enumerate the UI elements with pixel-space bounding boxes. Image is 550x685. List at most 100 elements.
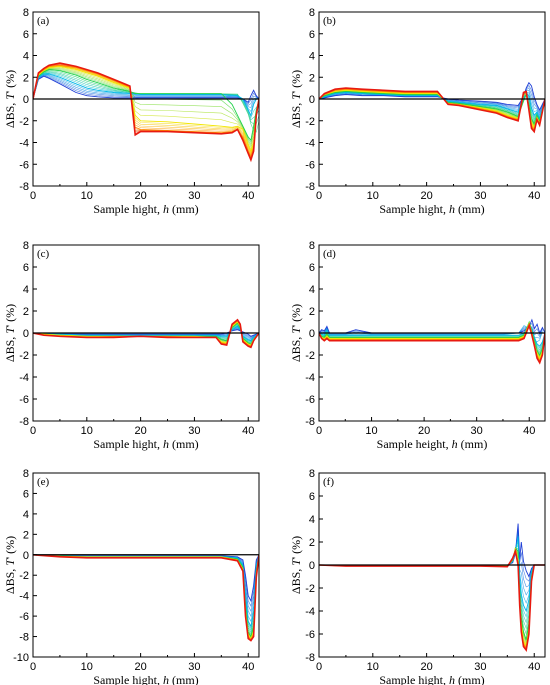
- y-tick-label: -4: [305, 138, 315, 150]
- x-tick-label: 0: [316, 190, 322, 202]
- series-line: [319, 91, 545, 120]
- y-tick-label: 2: [309, 537, 315, 549]
- y-tick-label: -8: [19, 181, 29, 193]
- y-tick-label: -6: [19, 159, 29, 171]
- series-line-interp: [33, 554, 259, 632]
- series-line: [33, 325, 259, 342]
- series-line-interp: [319, 322, 545, 353]
- y-tick-label: 8: [309, 7, 315, 19]
- y-tick-label: -6: [19, 394, 29, 406]
- x-tick-label: 20: [420, 190, 432, 202]
- series-line-interp: [319, 544, 545, 630]
- series-line-interp: [319, 323, 545, 362]
- y-tick-label: 4: [309, 514, 315, 526]
- series-line-interp: [319, 323, 545, 361]
- y-tick-label: -2: [19, 350, 29, 362]
- y-tick-label: 6: [23, 488, 29, 500]
- y-tick-label: 6: [309, 29, 315, 41]
- series-line: [319, 81, 545, 111]
- series-line-interp: [33, 554, 259, 640]
- series-line-interp: [33, 63, 259, 160]
- series-line-interp: [33, 554, 259, 639]
- y-tick-label: -6: [305, 629, 315, 641]
- plot-area: [319, 318, 545, 365]
- y-tick-label: 0: [309, 560, 315, 572]
- series-line: [33, 318, 259, 349]
- x-tick-label: 30: [188, 661, 200, 673]
- series-line: [33, 62, 259, 163]
- x-tick-label: 40: [242, 661, 254, 673]
- series-line-interp: [319, 526, 545, 582]
- series-line: [319, 323, 545, 347]
- series-line-interp: [319, 549, 545, 648]
- series-line-interp: [33, 554, 259, 641]
- y-tick-label: -8: [19, 416, 29, 428]
- series-line-interp: [33, 66, 259, 150]
- series-line-interp: [33, 554, 259, 640]
- series-line: [33, 554, 259, 628]
- x-axis-label: Sample hight, h (mm): [93, 673, 198, 685]
- series-line: [319, 320, 545, 357]
- series-line-interp: [33, 554, 259, 639]
- x-tick-label: 20: [418, 425, 430, 437]
- x-axis-label: Sample hight, h (mm): [379, 673, 484, 685]
- series-line: [319, 523, 545, 578]
- series-line: [33, 554, 259, 642]
- chart-panel-c: 0 10 20 30 40 -8 -6 -4 -2 0 2 4 6 8 (c) Sample hight, h…: [3, 240, 260, 451]
- series-line: [319, 90, 545, 126]
- y-tick-label: 2: [309, 72, 315, 84]
- y-tick-label: 2: [23, 306, 29, 318]
- x-tick-label: 10: [81, 190, 93, 202]
- y-tick-label: 4: [309, 284, 315, 296]
- y-tick-label: -2: [305, 583, 315, 595]
- y-tick-label: 2: [23, 529, 29, 541]
- y-axis-label: ΔBS, T' (%): [3, 536, 17, 594]
- y-tick-label: -8: [305, 416, 315, 428]
- series-line-interp: [33, 554, 259, 630]
- y-tick-label: -4: [19, 591, 29, 603]
- series-line: [33, 554, 259, 640]
- chart-panel-a: 0 10 20 30 40 -8 -6 -4 -2 0 2 4 6 8 (a) Sample hight, h…: [3, 7, 260, 216]
- series-line-interp: [33, 554, 259, 612]
- series-line-interp: [33, 554, 259, 640]
- y-tick-label: -8: [19, 632, 29, 644]
- chart-panel-d: 0 10 20 30 40 -8 -6 -4 -2 0 2 4 6 8 (d) Sample height, …: [289, 240, 546, 451]
- y-tick-label: -4: [19, 372, 29, 384]
- series-line-interp: [33, 554, 259, 634]
- series-line-interp: [33, 554, 259, 636]
- y-tick-label: -6: [305, 159, 315, 171]
- y-tick-label: 4: [23, 51, 29, 63]
- series-line-interp: [33, 554, 259, 641]
- y-tick-label: -8: [305, 652, 315, 664]
- y-axis-label: ΔBS, T' (%): [289, 70, 303, 128]
- x-tick-label: 20: [134, 661, 146, 673]
- y-tick-label: 0: [309, 328, 315, 340]
- plot-frame: [32, 472, 260, 658]
- x-axis-label: Sample hight, h (mm): [93, 437, 198, 451]
- y-tick-label: -2: [305, 116, 315, 128]
- panel-label: (b): [323, 15, 336, 27]
- x-tick-label: 30: [474, 661, 486, 673]
- y-tick-label: 0: [23, 94, 29, 106]
- x-tick-label: 0: [30, 661, 36, 673]
- series-line-interp: [33, 554, 259, 607]
- series-line: [319, 322, 545, 365]
- series-line: [33, 75, 259, 103]
- x-tick-label: 0: [30, 425, 36, 437]
- series-line: [319, 322, 545, 362]
- series-line: [33, 69, 259, 142]
- x-tick-label: 40: [528, 661, 540, 673]
- series-line-interp: [33, 74, 259, 106]
- y-tick-label: -8: [305, 181, 315, 193]
- chart-panel-b: 0 10 20 30 40 -8 -6 -4 -2 0 2 4 6 8 (b) Sample hight, h…: [289, 7, 546, 216]
- y-tick-label: -6: [305, 394, 315, 406]
- series-line-interp: [319, 533, 545, 604]
- series-line-interp: [33, 67, 259, 148]
- series-line-interp: [33, 554, 259, 638]
- series-line: [319, 88, 545, 131]
- series-line-interp: [319, 542, 545, 624]
- series-line-interp: [33, 554, 259, 641]
- y-axis-label: ΔBS, T' (%): [3, 70, 17, 128]
- y-tick-label: 0: [309, 94, 315, 106]
